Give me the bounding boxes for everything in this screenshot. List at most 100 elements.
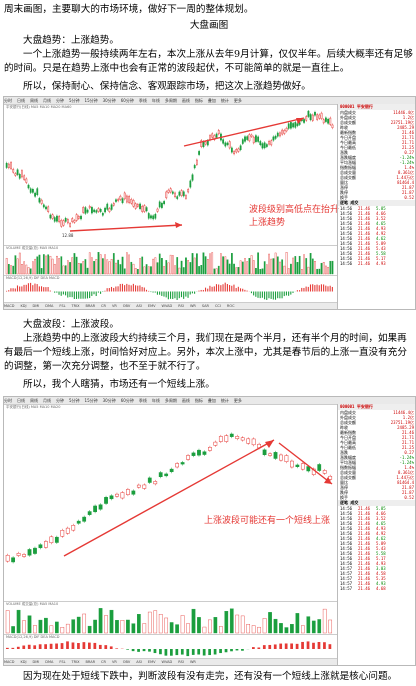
toolbar-item[interactable]: 年线 (151, 398, 160, 403)
quote-row: 外盘成交 1.2亿 (340, 115, 414, 120)
toolbar-item[interactable]: 分钟 (56, 398, 64, 403)
toolbar-item[interactable]: 统计 (220, 98, 229, 103)
volume-bar (58, 258, 60, 275)
volume-bar (309, 253, 312, 275)
toolbar-item[interactable]: 叠加 (207, 398, 216, 403)
volume-bar (163, 266, 165, 275)
candle-body (49, 214, 52, 219)
toolbar-item[interactable]: 15分钟 (84, 398, 98, 403)
volume-bar (180, 615, 185, 634)
quote-row: 涨跌幅度 -1.24% (340, 155, 414, 160)
macd-bar (299, 290, 301, 292)
toolbar-item[interactable]: 月线 (43, 398, 51, 403)
toolbar-item[interactable]: 更多 (233, 98, 242, 103)
volume-bar (36, 256, 39, 275)
candle-body (22, 554, 26, 557)
toolbar-item[interactable]: 周线 (30, 398, 38, 403)
volume-bar (246, 261, 249, 275)
toolbar-item[interactable]: 画线 (181, 398, 190, 403)
volume-bar (115, 620, 119, 634)
toolbar-item[interactable]: 30分钟 (102, 98, 116, 103)
volume-bar (45, 255, 47, 275)
candle-body (110, 204, 113, 210)
volume-bar (123, 268, 126, 275)
toolbar-item[interactable]: 周线 (30, 98, 38, 103)
toolbar-item[interactable]: 指标 (194, 398, 203, 403)
toolbar-item[interactable]: 月线 (43, 98, 51, 103)
volume-bar (279, 261, 281, 275)
candle-body (180, 462, 185, 465)
macd-bar (281, 291, 283, 299)
volume-bar (328, 619, 333, 634)
volume-bar (112, 253, 115, 275)
toolbar-item[interactable]: 季线 (138, 398, 147, 403)
volume-bar (316, 268, 319, 275)
macd-bar (93, 642, 97, 649)
volume-bar (84, 259, 87, 275)
volume-bar (55, 621, 59, 634)
tick-row: 14:56 21.46 4.65 (340, 521, 386, 526)
volume-bar (222, 256, 224, 275)
macd-bar (268, 644, 272, 649)
volume-bar (311, 258, 314, 275)
candle-body (80, 215, 82, 220)
macd-bar (32, 285, 34, 292)
volume-bar (44, 617, 48, 634)
toolbar-item[interactable]: 年线 (151, 98, 160, 103)
toolbar-item[interactable]: 30分钟 (102, 398, 116, 403)
toolbar-item[interactable]: 60分钟 (120, 398, 134, 403)
candle-body (296, 123, 299, 126)
macd-bar (222, 284, 224, 292)
main-indicator-caption: 平安银行(日线) MA5 MA10 MA20 (6, 405, 61, 409)
candle-body (101, 213, 104, 216)
arrow-head-high (296, 118, 304, 124)
toolbar-item[interactable]: 更多 (233, 398, 242, 403)
tick-row: 14:56 21.46 5.89 (340, 541, 386, 546)
volume-bar (71, 257, 74, 275)
macd-bar (143, 287, 145, 292)
macd-bar (264, 291, 266, 300)
candle-body (97, 208, 100, 212)
macd-bar (150, 291, 152, 293)
toolbar-item[interactable]: 日线 (17, 398, 25, 403)
toolbar-item[interactable]: 画线 (181, 98, 190, 103)
toolbar-item[interactable]: 分时 (4, 398, 12, 403)
main-indicator-caption: 平安银行(日线) MA5 MA10 MA20 MA60 (6, 105, 72, 109)
toolbar-item[interactable]: 5分钟 (69, 398, 80, 403)
volume-bar (283, 265, 286, 275)
macd-bar (163, 291, 165, 297)
toolbar-item[interactable]: 叠加 (207, 98, 216, 103)
toolbar-item[interactable]: 5分钟 (69, 98, 80, 103)
toolbar-item[interactable]: 15分钟 (84, 98, 98, 103)
macd-caption: MACD(12,26,9) DIF DEA MACD (6, 635, 60, 639)
volume-bar (67, 260, 69, 275)
toolbar-item[interactable]: 分时 (4, 98, 12, 103)
volume-bar (259, 269, 262, 275)
candle-body (211, 133, 214, 138)
tick-row: 14:56 21.46 4.93 (340, 226, 386, 231)
volume-bar (109, 609, 114, 634)
toolbar-item[interactable]: 日线 (17, 98, 25, 103)
volume-bar (257, 252, 259, 275)
candle-body (176, 196, 179, 199)
quote-row: 指数振幅 1.4% (340, 465, 414, 470)
toolbar-item[interactable]: 60分钟 (120, 98, 134, 103)
candle-body (285, 127, 288, 132)
macd-bar (82, 642, 86, 649)
volume-bar (268, 612, 272, 634)
toolbar-item[interactable]: 分钟 (56, 98, 64, 103)
volume-bar (191, 608, 196, 634)
toolbar-item[interactable]: 统计 (220, 398, 229, 403)
macd-bar (131, 649, 135, 652)
toolbar-item[interactable]: 多周期 (164, 98, 177, 103)
volume-bar (241, 261, 244, 275)
volume-bar (115, 262, 117, 275)
candle-body (255, 135, 257, 142)
macd-bar (318, 285, 320, 292)
toolbar-item[interactable]: 多周期 (164, 398, 177, 403)
macd-bar (89, 291, 91, 299)
toolbar-item[interactable]: 季线 (138, 98, 147, 103)
volume-bar (5, 257, 8, 275)
tick-row: 14:56 21.46 5.58 (340, 251, 386, 256)
toolbar-item[interactable]: 指标 (194, 98, 203, 103)
